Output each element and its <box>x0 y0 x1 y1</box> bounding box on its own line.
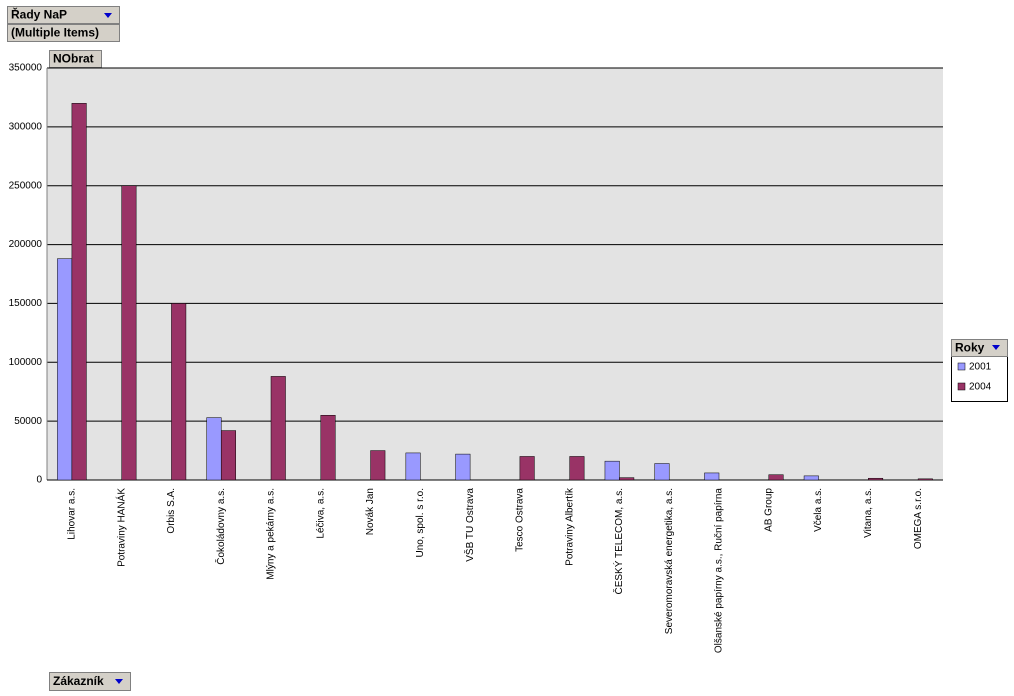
bar <box>803 475 819 481</box>
bar <box>370 450 386 481</box>
page-value-box <box>7 24 120 42</box>
bar <box>917 478 933 481</box>
page-field-value: (Multiple Items) <box>11 26 99 40</box>
bar <box>704 472 720 481</box>
bar <box>455 453 471 481</box>
data-field: NObrat <box>53 52 94 66</box>
y-tick-label: 0 <box>36 475 42 486</box>
y-tick-label: 200000 <box>9 239 43 250</box>
bar <box>57 258 73 481</box>
y-tick-label: 150000 <box>9 298 43 309</box>
x-tick-label: AB Group <box>763 488 774 532</box>
bar <box>768 474 784 481</box>
bar <box>71 103 87 481</box>
x-tick-label: Tesco Ostrava <box>515 488 526 552</box>
y-tick-label: 350000 <box>9 63 43 74</box>
bar <box>405 452 421 481</box>
dropdown-arrow[interactable] <box>104 13 112 18</box>
legend-title[interactable]: Roky <box>955 341 985 355</box>
dropdown-arrow[interactable] <box>992 345 1000 350</box>
legend-swatch <box>957 382 966 391</box>
page-field[interactable]: Řady NaP <box>11 7 67 22</box>
bar <box>320 415 336 481</box>
legend-title-button[interactable] <box>951 339 1008 357</box>
x-tick-label: Včela a.s. <box>813 488 824 532</box>
x-tick-label: Vitana, a.s. <box>863 488 874 538</box>
x-tick-label: Novák Jan <box>365 488 376 535</box>
legend-label: 2001 <box>969 362 992 373</box>
category-field-button[interactable] <box>49 672 131 691</box>
legend-swatch <box>957 362 966 371</box>
y-tick-label: 300000 <box>9 121 43 132</box>
category-field[interactable]: Zákazník <box>53 674 104 688</box>
bar <box>121 185 137 481</box>
plot-area <box>47 68 943 480</box>
y-tick-label: 100000 <box>9 357 43 368</box>
y-tick-label: 50000 <box>14 416 42 427</box>
bar <box>868 477 884 481</box>
bar <box>220 430 236 481</box>
y-tick-label: 250000 <box>9 180 43 191</box>
dropdown-arrow[interactable] <box>115 679 123 684</box>
x-tick-label: Severomoravská energetika, a.s. <box>664 488 675 634</box>
bar <box>171 303 187 481</box>
x-tick-label: OMEGA s.r.o. <box>913 488 924 549</box>
x-tick-label: Olšanské papírny a.s., Ruční papírna <box>714 488 725 654</box>
x-tick-label: Lihovar a.s. <box>67 488 78 540</box>
x-tick-label: Čokoládovny a.s. <box>214 488 227 565</box>
bar <box>206 417 222 481</box>
page-field-button[interactable] <box>7 6 120 24</box>
bar <box>604 460 620 481</box>
x-tick-label: ČESKÝ TELECOM, a.s. <box>612 488 625 595</box>
bar <box>654 463 670 481</box>
x-tick-label: Léčiva, a.s. <box>315 488 326 539</box>
x-tick-label: Potraviny Albertík <box>564 487 575 566</box>
x-tick-label: VŠB TU Ostrava <box>463 488 476 562</box>
bar <box>519 456 535 481</box>
x-tick-label: Uno, spol. s r.o. <box>415 488 426 557</box>
bar <box>270 376 286 481</box>
x-tick-label: Mlýny a pekárny a.s. <box>266 488 277 580</box>
bar <box>569 456 585 481</box>
legend-label: 2004 <box>969 382 992 393</box>
x-tick-label: Potraviny HANÁK <box>114 488 127 567</box>
x-tick-label: Orbis S.A. <box>166 488 177 534</box>
bar <box>619 477 635 481</box>
